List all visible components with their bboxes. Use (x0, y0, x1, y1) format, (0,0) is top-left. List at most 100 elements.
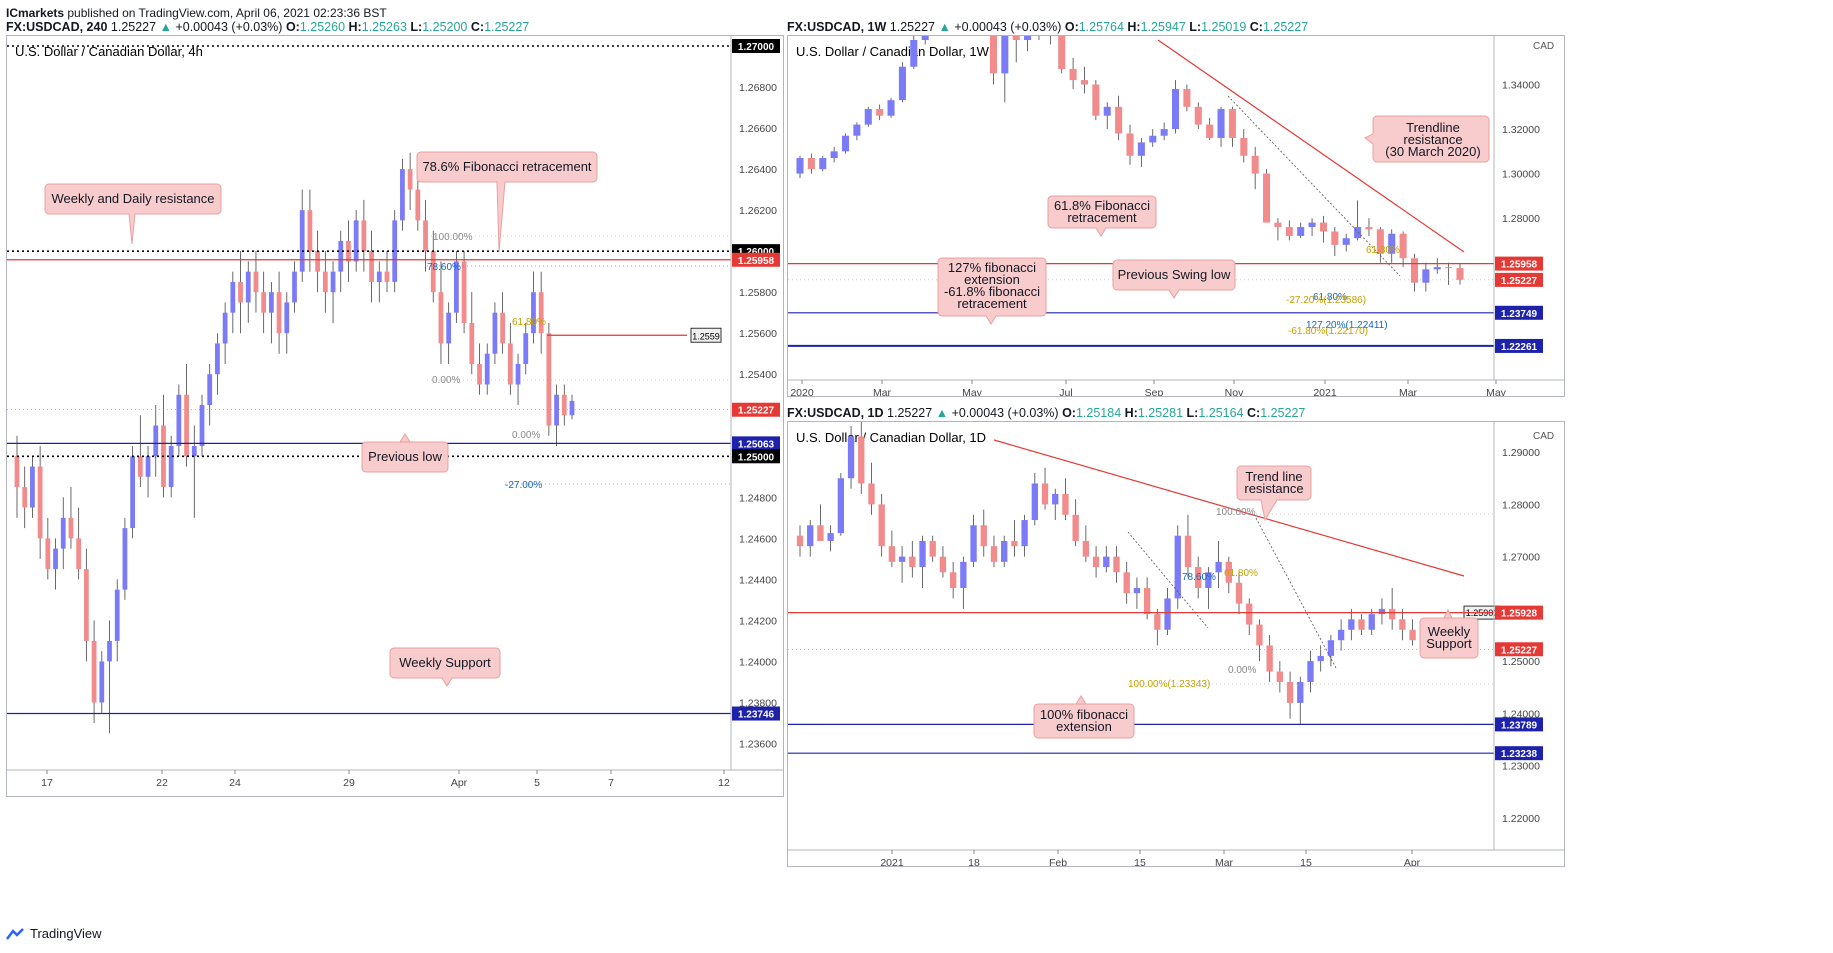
price-level-tag-text: 1.25928 (1501, 609, 1538, 620)
candle-bearish (817, 525, 824, 541)
candle-bullish (1422, 269, 1430, 283)
chart-panel-1w[interactable]: U.S. Dollar / Canadian Dollar, 1W CAD 1.… (787, 0, 1574, 399)
candle-bullish (1024, 22, 1032, 40)
callout-trendline-resistance-daily[interactable]: Trend line resistance (1236, 465, 1312, 522)
candle-bearish (361, 220, 367, 252)
candle-bullish (446, 312, 452, 344)
h4-open: 1.25260 (299, 20, 346, 34)
price-level-tag (1495, 338, 1543, 353)
callout-previous-low[interactable]: Previous low (361, 433, 449, 473)
candle-bullish (60, 517, 66, 549)
callout-trendline-resistance[interactable]: Trendline resistance (30 March 2020) (1364, 115, 1490, 163)
fib-connector-line (1227, 95, 1401, 277)
price-tick-label: 1.28000 (1502, 499, 1540, 511)
candle-bearish (1410, 258, 1419, 283)
candle-bearish (1072, 514, 1079, 541)
w1-change: +0.00043 (+0.03%) (954, 20, 1062, 34)
time-tick-label: 24 (229, 777, 241, 789)
candle-bearish (276, 292, 282, 334)
price-level-tag (1495, 746, 1543, 761)
candle-bullish (1133, 587, 1141, 594)
price-tick-label: 1.34000 (1502, 80, 1540, 92)
fib-label: -27.20%(1.23586) (1286, 295, 1366, 306)
candle-bearish (369, 251, 374, 282)
candle-bearish (184, 394, 189, 457)
price-level-tag (1495, 605, 1543, 620)
candle-bullish (1433, 267, 1441, 270)
candle-bearish (261, 292, 267, 313)
w1-low: 1.25019 (1201, 20, 1247, 34)
candle-bullish (453, 261, 459, 313)
d1-low-label: L: (1186, 406, 1199, 420)
price-level-tag-text: 1.23789 (1501, 720, 1538, 731)
price-level-tag-text: 1.25227 (1501, 645, 1538, 656)
candle-bearish (1080, 80, 1089, 85)
price-level-tag (690, 327, 722, 343)
candle-bearish (888, 546, 896, 562)
candle-bearish (929, 540, 936, 557)
candle-bullish (898, 556, 906, 562)
price-level-tag-text: 1.25000 (738, 452, 775, 463)
fib-label: 100.00% (433, 232, 473, 243)
w1-low-label: L: (1189, 20, 1202, 34)
candle-bullish (919, 540, 926, 568)
price-tick-label: 1.23000 (1502, 761, 1540, 773)
callout-ext-text-1: 127% fibonacci (948, 260, 1036, 275)
time-tick-label: Sep (1145, 387, 1164, 396)
time-tick-label: 2021 (880, 857, 904, 866)
candle-bearish (22, 487, 28, 508)
callout-ext-daily-text-1: 100% fibonacci (1040, 707, 1128, 722)
callout-weekly-support[interactable]: Weekly Support (389, 647, 501, 687)
candle-bearish (876, 109, 884, 116)
candle-bearish (1194, 106, 1202, 125)
candle-bullish (153, 425, 159, 457)
candle-bullish (215, 343, 220, 375)
callout-fib-extension-daily[interactable]: 100% fibonacci extension (1033, 695, 1135, 739)
candle-bearish (423, 220, 428, 252)
callout-previous-swing-low[interactable]: Previous Swing low (1112, 259, 1236, 299)
time-tick-label: Jul (1059, 387, 1072, 396)
candle-bullish (910, 40, 918, 67)
candle-bearish (322, 271, 328, 293)
callout-fib-786-text: 78.6% Fibonacci retracement (422, 159, 591, 174)
price-level-tag-text: 1.25063 (738, 439, 775, 450)
price-level-tag (1495, 717, 1543, 732)
callout-fib-618-weekly[interactable]: 61.8% Fibonacci retracement (1047, 195, 1157, 237)
candle-bullish (1308, 222, 1316, 228)
axis-currency: CAD (1533, 41, 1554, 52)
candle-bullish (523, 333, 529, 364)
candle-bullish (1217, 109, 1225, 138)
price-tick-label: 1.26800 (739, 82, 777, 94)
candle-bearish (461, 261, 467, 323)
callout-weekly-daily-resistance[interactable]: Weekly and Daily resistance (44, 183, 222, 245)
chart-1w-svg[interactable]: U.S. Dollar / Canadian Dollar, 1W CAD 1.… (788, 0, 1574, 399)
callout-weekly-support-daily[interactable]: Weekly Support (1419, 608, 1479, 659)
price-level-tag-text: 1.27000 (738, 42, 775, 53)
time-tick-label: Feb (1049, 857, 1067, 866)
d1-open: 1.25184 (1075, 406, 1122, 420)
candle-bullish (1348, 619, 1355, 630)
chart-panel-4h[interactable]: U.S. Dollar / Canadian Dollar, 4h 1.2600… (6, 35, 811, 797)
candle-bullish (400, 169, 405, 221)
candle-bearish (1143, 587, 1151, 615)
candle-bearish (561, 394, 567, 416)
candle-bearish (507, 343, 513, 385)
candle-bullish (1160, 129, 1168, 136)
chart-4h-svg[interactable]: U.S. Dollar / Canadian Dollar, 4h 1.2600… (7, 36, 811, 796)
candle-bullish (207, 374, 213, 405)
candle-bearish (989, 13, 997, 74)
candle-bullish (515, 363, 521, 385)
callout-fib-786[interactable]: 78.6% Fibonacci retracement (416, 151, 598, 253)
candle-bullish (1327, 640, 1335, 656)
d1-close: 1.25227 (1260, 406, 1306, 420)
h4-close-label: C: (470, 20, 485, 34)
price-level-tag (1495, 256, 1543, 271)
w1-symbol: FX:USDCAD, 1W (787, 20, 887, 34)
candle-bullish (1103, 556, 1110, 568)
footer-brand[interactable]: TradingView (6, 926, 102, 941)
chart-panel-1d[interactable]: U.S. Dollar / Canadian Dollar, 1D CAD 1.… (787, 420, 1574, 869)
w1-close: 1.25227 (1262, 20, 1309, 34)
chart-1d-svg[interactable]: U.S. Dollar / Canadian Dollar, 1D CAD 1.… (788, 420, 1574, 869)
candle-bearish (1399, 233, 1407, 259)
callout-fib-extension-weekly[interactable]: 127% fibonacci extension -61.8% fibonacc… (937, 257, 1047, 325)
